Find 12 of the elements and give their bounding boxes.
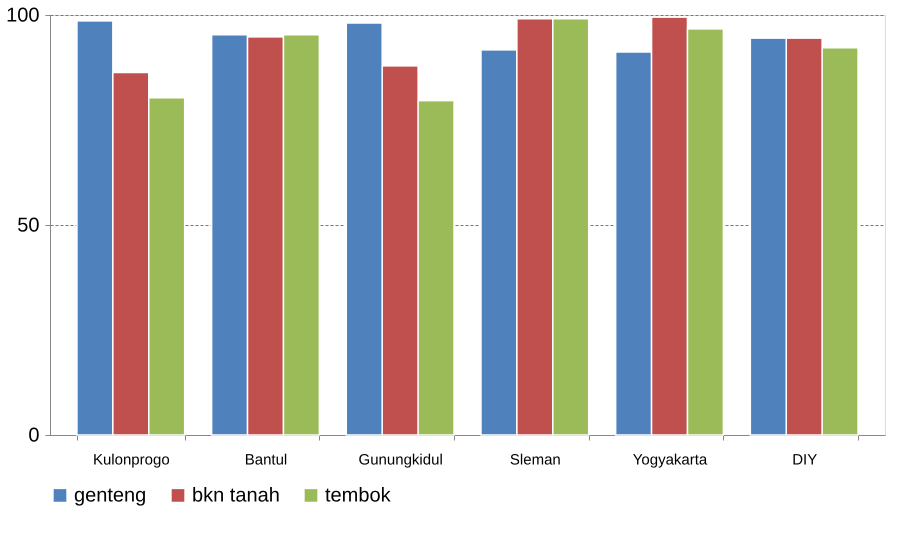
y-tick-label: 100 — [6, 4, 40, 26]
legend-label: bkn tanah — [192, 484, 280, 506]
x-tick-label: Yogyakarta — [632, 452, 708, 468]
y-tick-label: 0 — [28, 424, 40, 446]
x-tick-label: Sleman — [510, 452, 561, 468]
x-tick-label: Kulonprogo — [92, 452, 170, 468]
x-tick-label: DIY — [792, 452, 818, 468]
legend-label: tembok — [325, 484, 392, 506]
legend-label: genteng — [74, 484, 146, 506]
y-tick-label: 50 — [17, 214, 40, 236]
x-tick-label: Bantul — [244, 452, 288, 468]
x-tick-label: Gunungkidul — [358, 452, 443, 468]
